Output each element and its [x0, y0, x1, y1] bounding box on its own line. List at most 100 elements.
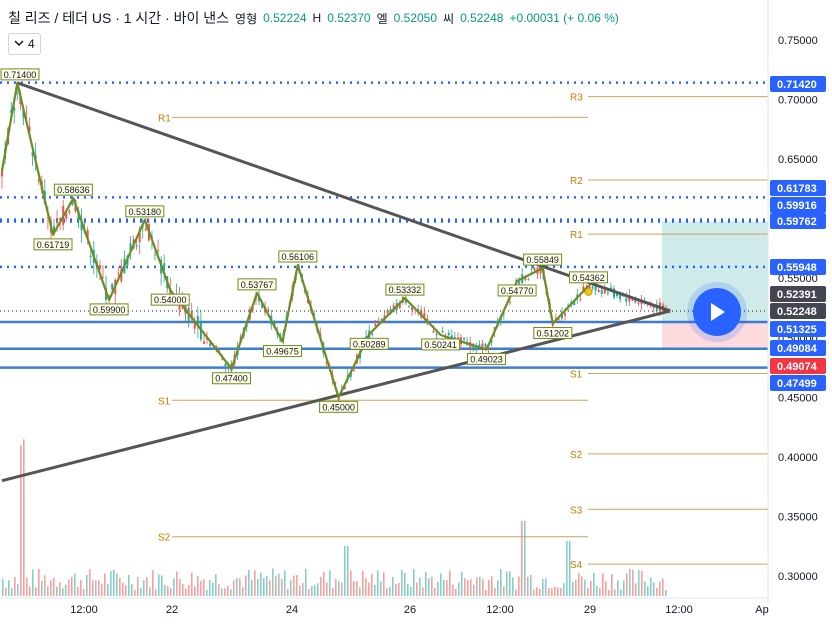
- price-label: 0.49074: [777, 361, 818, 373]
- zigzag-label-box: [523, 253, 563, 266]
- candle-body: [655, 305, 658, 311]
- candle-body: [435, 333, 438, 335]
- candle-body: [582, 286, 585, 293]
- volume-bar: [614, 589, 616, 596]
- candle-body: [325, 361, 328, 363]
- candle-body: [475, 348, 478, 351]
- volume-bar: [110, 571, 112, 596]
- zigzag-label-box: [349, 337, 389, 350]
- volume-bar: [485, 589, 487, 596]
- price-label-box: [770, 303, 826, 319]
- candle-body: [352, 370, 355, 371]
- volume-bar: [512, 577, 514, 596]
- trend-line-upper[interactable]: [16, 81, 671, 313]
- candle-body: [579, 298, 582, 300]
- volume-bar: [458, 582, 460, 596]
- zigzag-label-box: [263, 345, 302, 358]
- candle-body: [432, 330, 435, 333]
- x-tick-label: Ap: [755, 604, 768, 616]
- volume-bar: [338, 581, 340, 596]
- volume-bar: [125, 585, 127, 596]
- candle-body: [573, 301, 576, 306]
- volume-bar: [353, 581, 355, 596]
- volume-bar: [650, 577, 652, 596]
- volume-bar: [23, 439, 25, 596]
- pivot-label-s1: S1: [158, 396, 171, 407]
- volume-bar: [569, 541, 571, 596]
- zigzag-label-box: [421, 338, 461, 351]
- candle-body: [101, 277, 104, 279]
- volume-bar: [575, 579, 577, 596]
- candle-body: [80, 219, 83, 231]
- volume-bar: [326, 582, 328, 596]
- zigzag-label-box: [533, 326, 573, 339]
- volume-bar: [461, 572, 463, 596]
- volume-bar: [572, 582, 574, 596]
- volume-bar: [431, 576, 433, 596]
- open-label: 영형: [235, 11, 258, 26]
- play-icon: [708, 302, 726, 322]
- zigzag-label: 0.59900: [93, 305, 126, 315]
- volume-bar: [20, 445, 22, 596]
- volume-bar: [293, 575, 295, 596]
- volume-bar: [242, 587, 244, 596]
- volume-bar: [170, 588, 172, 596]
- candle-body: [196, 316, 199, 327]
- volume-bar: [410, 587, 412, 596]
- candle-body: [591, 286, 594, 289]
- volume-bar: [344, 546, 346, 596]
- candle-body: [144, 228, 147, 231]
- candle-body: [37, 179, 40, 182]
- candle-body: [411, 307, 414, 311]
- candle-body: [129, 243, 132, 254]
- candle-body: [334, 382, 337, 384]
- candle-body: [267, 309, 270, 311]
- volume-bar: [251, 579, 253, 596]
- candle-body: [59, 218, 62, 220]
- pivot-label-s3: S3: [570, 505, 583, 516]
- zigzag-label-box: [33, 238, 73, 251]
- candle-body: [157, 249, 160, 251]
- volume-bar: [44, 575, 46, 596]
- x-tick-label: 12:00: [70, 604, 98, 616]
- candle-body: [472, 343, 475, 351]
- volume-bar: [452, 584, 454, 596]
- volume-bar: [191, 572, 193, 596]
- zigzag-label: 0.71400: [4, 70, 37, 80]
- volume-bar: [422, 587, 424, 596]
- price-label: 0.55948: [777, 262, 817, 274]
- volume-bar: [413, 568, 415, 596]
- symbol-title[interactable]: 칠 리즈 / 테더 US · 1 시간 · 바이 낸스: [8, 10, 230, 26]
- volume-bar: [515, 589, 517, 596]
- candle-body: [380, 318, 383, 320]
- candle-body: [154, 254, 156, 256]
- volume-bar: [599, 587, 601, 596]
- volume-bar: [419, 577, 421, 596]
- volume-bar: [623, 580, 625, 596]
- volume-bar: [92, 580, 94, 596]
- volume-bar: [395, 583, 397, 596]
- play-button[interactable]: [693, 288, 741, 336]
- pivot-label-s1: S1: [570, 370, 583, 381]
- volume-bar: [119, 577, 121, 596]
- candle-body: [138, 229, 141, 242]
- trend-line-lower[interactable]: [1, 309, 671, 483]
- volume-bar: [371, 573, 373, 596]
- candle-body: [407, 305, 410, 307]
- high-value: 0.52370: [327, 11, 371, 25]
- pivot-label-r1: R1: [570, 230, 583, 241]
- volume-bar: [596, 585, 598, 596]
- volume-bar: [611, 574, 613, 596]
- volume-bar: [632, 569, 634, 596]
- indicator-toggle[interactable]: 4: [8, 33, 41, 55]
- volume-bar: [584, 579, 586, 596]
- volume-bar: [587, 587, 589, 596]
- volume-bar: [473, 584, 475, 596]
- volume-bar: [221, 588, 223, 596]
- volume-bar: [653, 582, 655, 596]
- volume-bar: [281, 578, 283, 596]
- candle-body: [518, 281, 521, 285]
- volume-bar: [2, 579, 4, 596]
